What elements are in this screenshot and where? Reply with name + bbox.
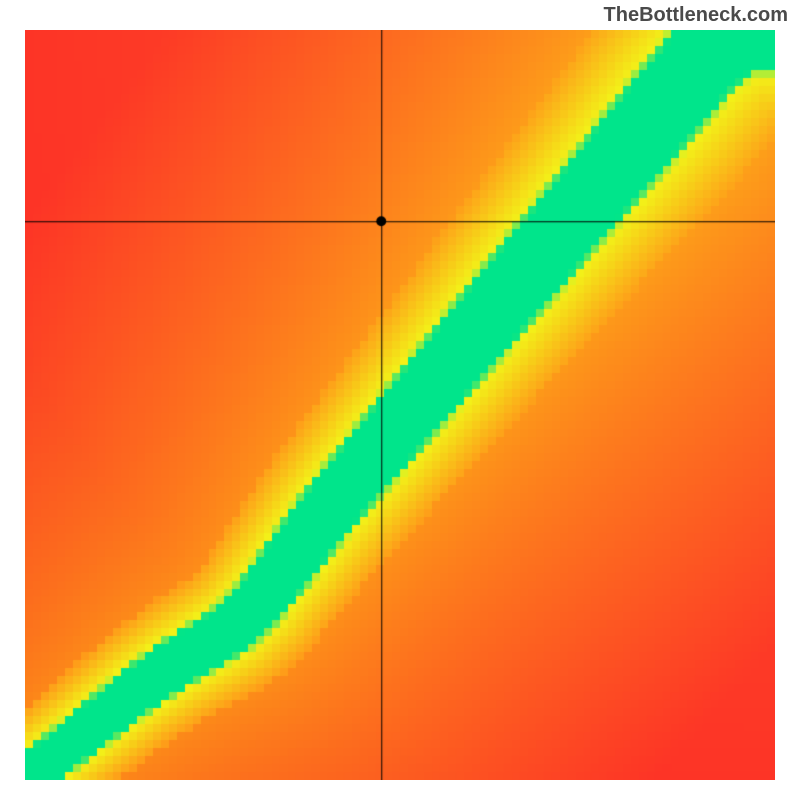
heatmap-plot bbox=[25, 30, 775, 780]
chart-container: TheBottleneck.com bbox=[0, 0, 800, 800]
watermark-text: TheBottleneck.com bbox=[604, 4, 788, 27]
heatmap-canvas bbox=[25, 30, 775, 780]
